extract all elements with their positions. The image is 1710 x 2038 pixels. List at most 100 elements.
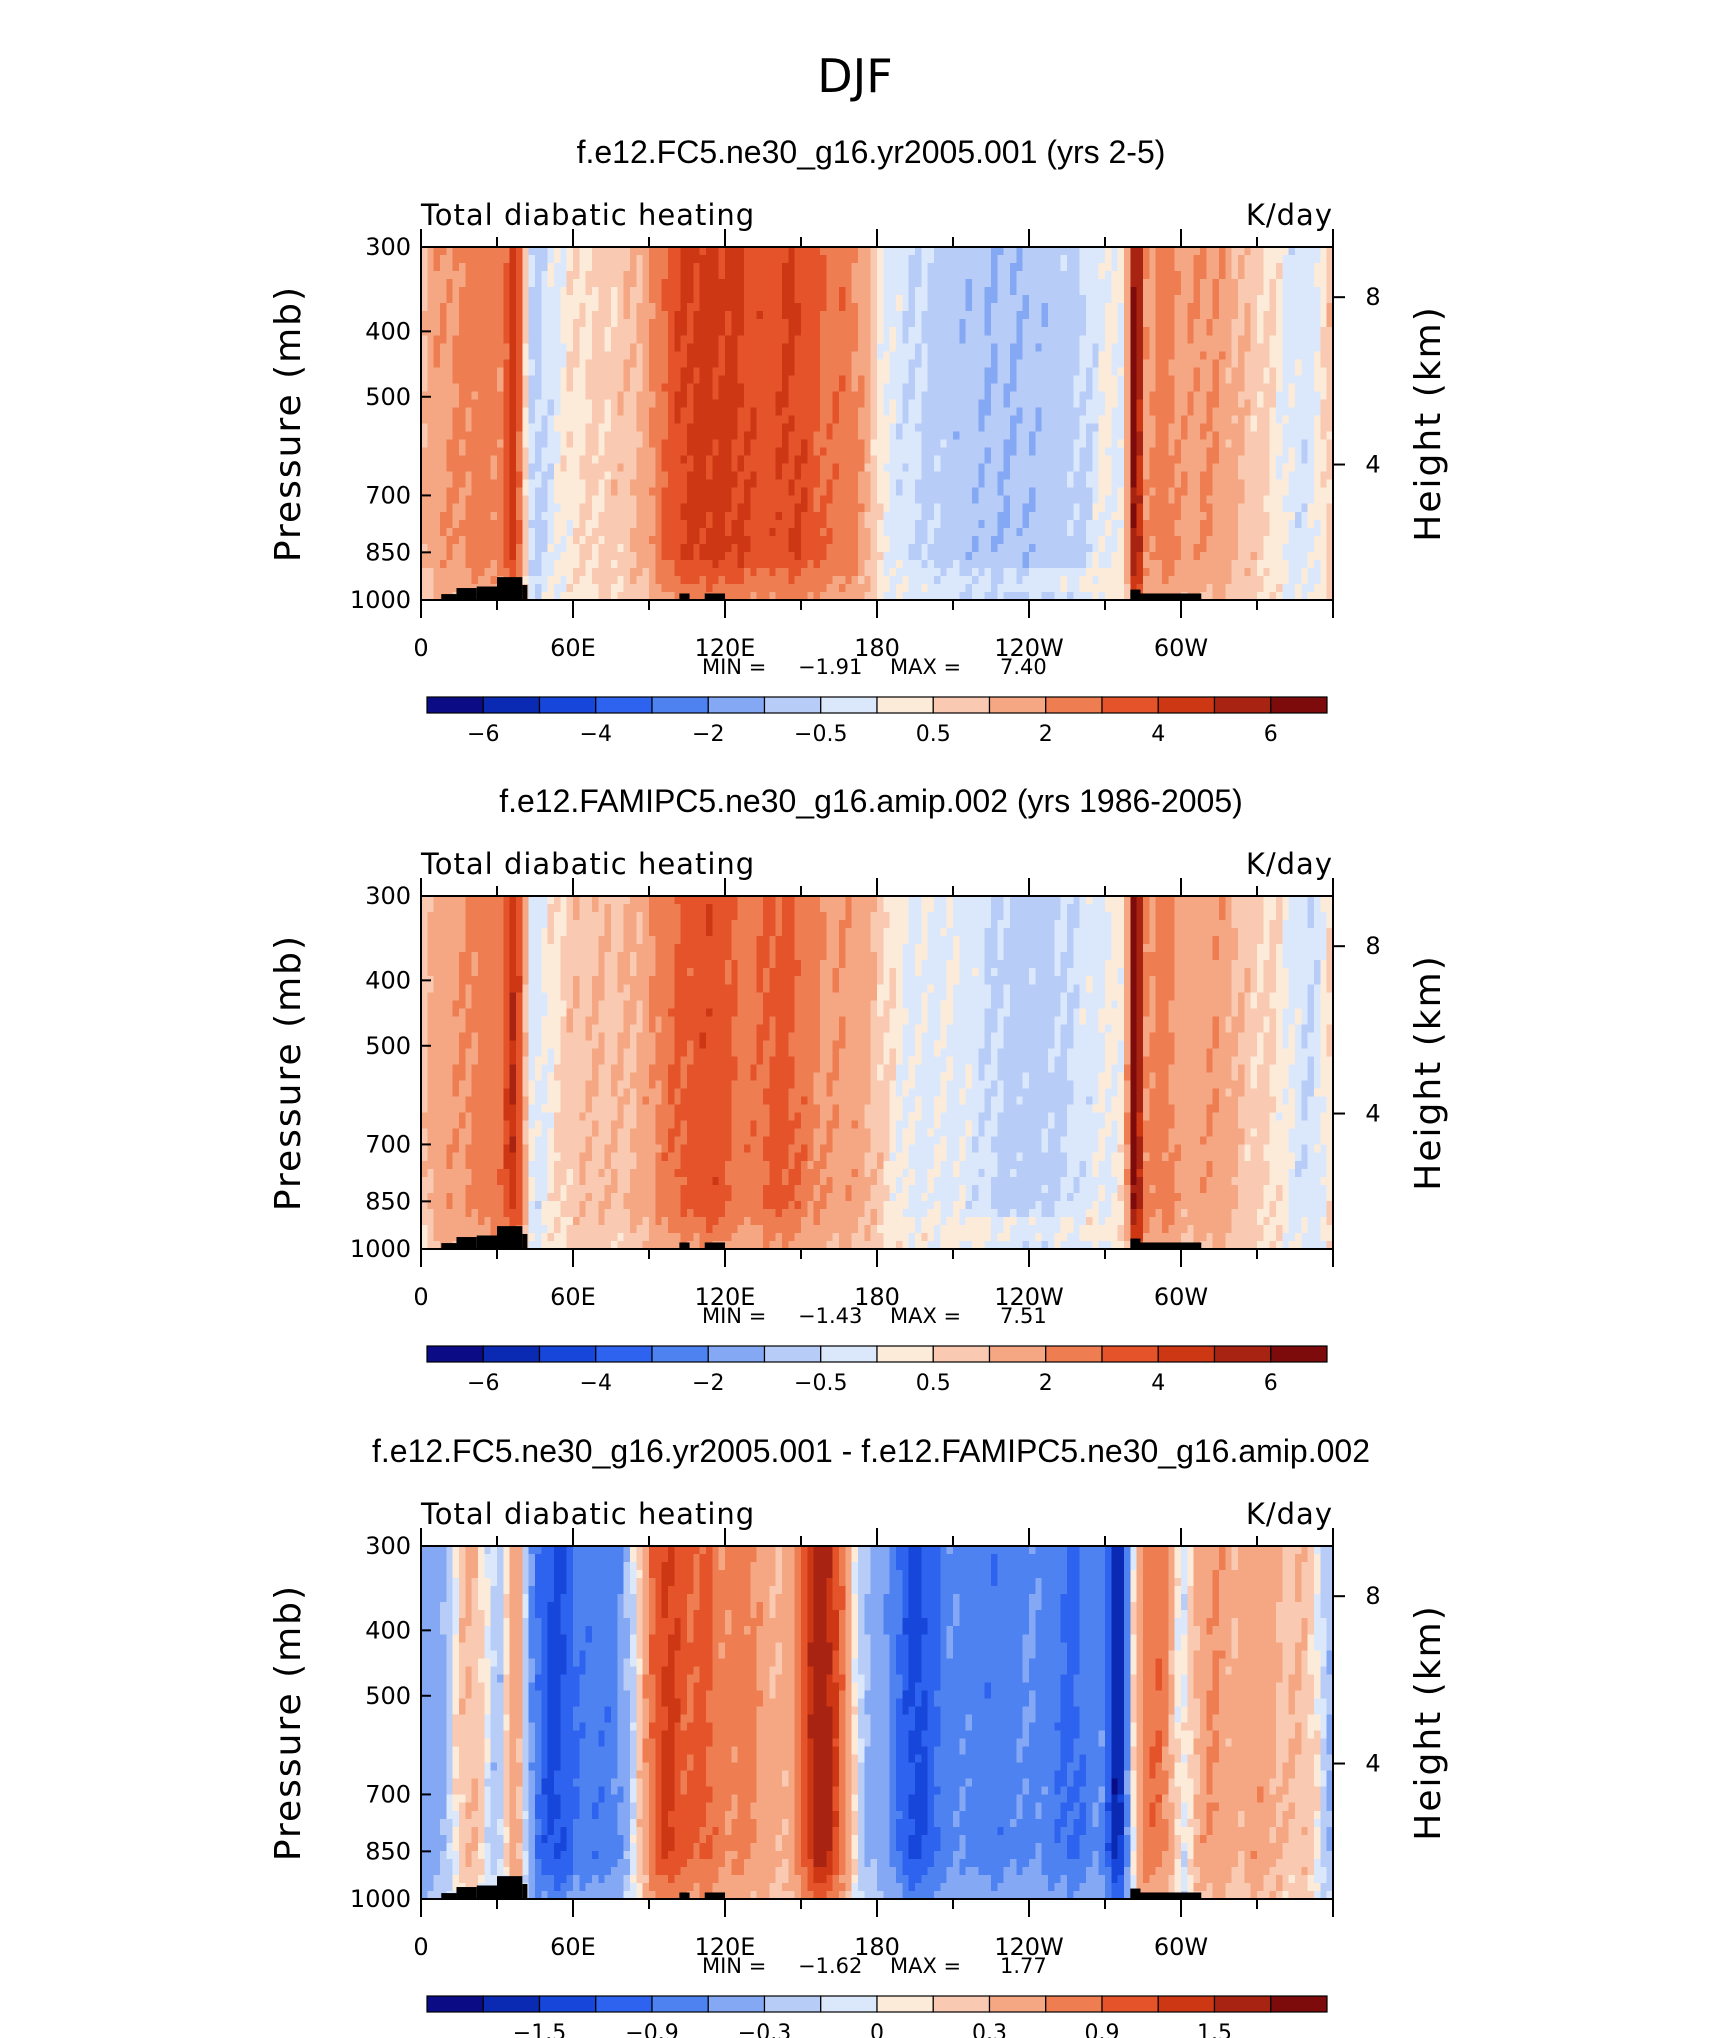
contour-cell [1238,399,1245,409]
contour-cell [851,367,859,376]
contour-cell [1010,423,1017,433]
contour-cell [845,487,853,497]
contour-cell [1117,271,1125,280]
contour-cell [1048,263,1055,272]
contour-cell [965,287,973,296]
contour-cell [1326,247,1334,256]
contour-cell [1295,311,1302,320]
contour-cell [516,271,523,280]
contour-cell [997,383,1005,393]
contour-cell [1212,327,1220,336]
contour-cell [617,279,625,288]
contour-cell [978,359,986,368]
contour-cell [573,311,580,320]
contour-cell [1155,351,1163,360]
contour-cell [725,295,732,304]
contour-cell [528,319,536,328]
contour-cell [604,503,612,513]
contour-cell [452,407,460,417]
contour-cell [718,263,726,272]
contour-cell [883,479,891,489]
contour-cell [984,479,992,489]
contour-cell [1212,255,1220,264]
contour-cell [1124,279,1131,288]
contour-cell [1060,383,1068,393]
contour-cell [1067,247,1074,256]
contour-cell [1181,327,1188,336]
contour-cell [623,479,631,489]
contour-cell [1010,335,1017,344]
contour-cell [1276,287,1283,296]
contour-cell [902,295,910,304]
contour-cell [1098,367,1106,376]
contour-cell [908,343,916,352]
contour-cell [427,479,435,489]
contour-cell [1010,455,1017,465]
contour-cell [478,431,485,441]
contour-cell [446,367,454,376]
contour-cell [674,271,682,280]
contour-cell [1098,455,1106,465]
contour-cell [997,471,1005,481]
contour-cell [516,327,523,336]
contour-cell [902,271,910,280]
contour-cell [820,295,827,304]
contour-cell [585,447,593,457]
contour-cell [1073,279,1081,288]
contour-cell [630,503,637,513]
contour-cell [1124,439,1131,449]
contour-cell [1225,367,1233,376]
contour-cell [788,391,796,401]
contour-cell [940,471,948,481]
contour-cell [617,287,625,296]
contour-cell [661,519,669,529]
contour-cell [946,415,954,425]
contour-cell [617,263,625,272]
contour-cell [731,399,739,409]
contour-cell [465,351,473,360]
contour-cell [763,279,770,288]
contour-cell [1149,407,1157,417]
contour-cell [1003,319,1011,328]
contour-cell [921,319,929,328]
contour-cell [902,343,910,352]
contour-cell [807,287,815,296]
contour-cell [1288,279,1296,288]
contour-cell [908,367,916,376]
contour-cell [889,495,897,505]
contour-cell [471,311,479,320]
contour-cell [756,255,764,264]
contour-cell [668,383,675,393]
contour-cell [516,343,523,352]
contour-cell [972,447,979,457]
contour-cell [592,431,599,441]
contour-cell [1098,431,1106,441]
contour-cell [864,359,872,368]
contour-cell [1041,247,1049,256]
contour-cell [1016,311,1024,320]
contour-cell [1295,415,1302,425]
contour-cell [1035,303,1043,312]
contour-cell [1257,511,1264,521]
contour-cell [680,423,688,433]
contour-cell [959,383,967,393]
contour-cell [1276,367,1283,376]
contour-cell [1162,263,1169,272]
contour-cell [737,439,745,449]
contour-cell [611,375,618,384]
contour-cell [1219,311,1226,320]
contour-cell [1301,311,1309,320]
contour-cell [902,263,910,272]
contour-cell [801,511,808,521]
contour-cell [927,255,935,264]
contour-cell [915,511,922,521]
contour-cell [560,415,568,425]
contour-cell [902,391,910,401]
contour-cell [471,463,479,473]
contour-cell [440,271,447,280]
contour-cell [1010,359,1017,368]
contour-cell [1238,415,1245,425]
contour-cell [769,311,777,320]
contour-cell [560,495,568,505]
contour-cell [668,399,675,409]
